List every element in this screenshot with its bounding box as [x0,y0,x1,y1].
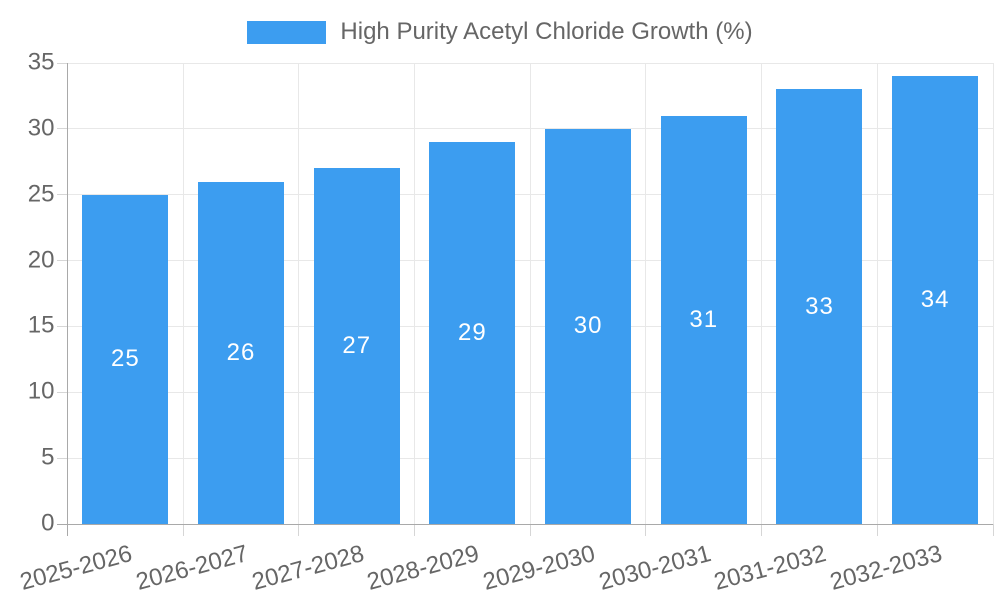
x-axis-tick-label: 2025-2026 [17,540,136,596]
x-gridline [298,63,300,524]
bar-2031-2032[interactable] [776,89,863,524]
y-tick-mark [56,391,68,393]
y-tick-mark [56,325,68,327]
y-tick-mark [56,62,68,64]
x-axis-tick-label: 2028-2029 [364,540,483,596]
x-tick-mark [298,524,300,536]
x-axis-tick-label: 2032-2033 [827,540,946,596]
bar-2029-2030[interactable] [545,128,632,524]
x-tick-mark [529,524,531,536]
x-axis-tick-label: 2031-2032 [711,540,830,596]
x-gridline [992,63,994,524]
x-gridline [414,63,416,524]
bar-value-label: 34 [920,286,950,314]
bar-value-label: 30 [573,312,603,340]
x-gridline [761,63,763,524]
bar-2032-2033[interactable] [892,76,979,524]
x-axis-tick-label: 2030-2031 [595,540,714,596]
x-axis-tick-label: 2027-2028 [248,540,367,596]
x-gridline [876,63,878,524]
y-axis-tick-label: 5 [41,443,55,471]
bar-value-label: 27 [342,332,372,360]
legend-label: High Purity Acetyl Chloride Growth (%) [340,18,753,45]
bar-2025-2026[interactable] [82,194,169,524]
y-axis-tick-label: 15 [27,311,55,339]
y-tick-mark [56,260,68,262]
x-tick-mark [992,524,994,536]
bar-2026-2027[interactable] [198,181,285,524]
x-tick-mark [876,524,878,536]
y-axis-line [67,63,68,536]
x-tick-mark [182,524,184,536]
bar-2028-2029[interactable] [429,142,516,524]
bar-2027-2028[interactable] [313,168,400,524]
bar-value-label: 31 [689,305,719,333]
legend-swatch-icon [247,20,327,44]
y-axis-tick-label: 20 [27,246,55,274]
x-gridline [645,63,647,524]
x-gridline [529,63,531,524]
y-tick-mark [56,194,68,196]
y-axis-tick-label: 30 [27,114,55,142]
bar-value-label: 29 [458,319,487,346]
y-tick-mark [56,457,68,459]
y-tick-mark [56,128,68,130]
x-axis-tick-label: 2026-2027 [133,540,252,596]
bar-2030-2031[interactable] [660,115,747,524]
y-axis-tick-label: 10 [27,377,55,405]
y-axis-tick-label: 35 [27,48,55,76]
x-gridline [182,63,184,524]
bar-value-label: 26 [226,338,256,366]
x-axis-line [56,524,993,525]
y-axis-tick-label: 25 [27,180,55,208]
legend[interactable]: High Purity Acetyl Chloride Growth (%) [0,17,1000,47]
x-tick-mark [645,524,647,536]
y-axis-tick-label: 0 [41,509,55,537]
x-tick-mark [761,524,763,536]
bar-value-label: 33 [805,292,834,320]
x-tick-mark [414,524,416,536]
x-axis-tick-label: 2029-2030 [480,540,599,596]
bar-value-label: 25 [110,345,140,373]
